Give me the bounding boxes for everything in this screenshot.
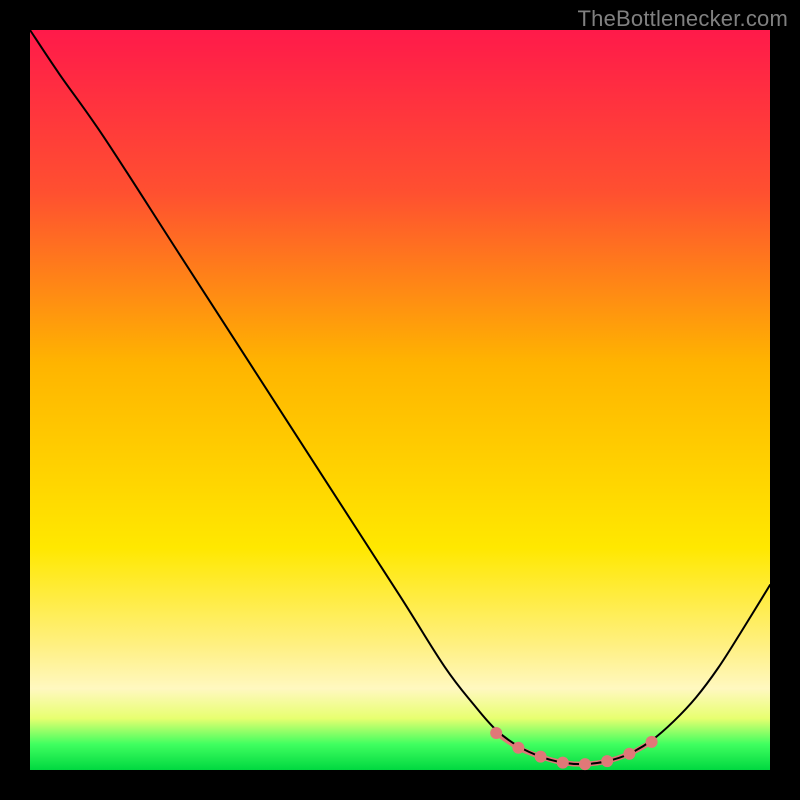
optimal-marker bbox=[623, 748, 635, 760]
optimal-marker bbox=[579, 758, 591, 770]
optimal-marker bbox=[490, 727, 502, 739]
frame-border bbox=[770, 0, 800, 800]
gradient-background bbox=[30, 30, 770, 770]
optimal-marker bbox=[557, 757, 569, 769]
optimal-marker bbox=[601, 755, 613, 767]
frame-border bbox=[0, 770, 800, 800]
chart-svg bbox=[0, 0, 800, 800]
optimal-marker bbox=[535, 751, 547, 763]
optimal-marker bbox=[512, 742, 524, 754]
watermark-text: TheBottlenecker.com bbox=[578, 6, 788, 32]
frame-border bbox=[0, 0, 30, 800]
chart-container: TheBottlenecker.com bbox=[0, 0, 800, 800]
optimal-marker bbox=[646, 736, 658, 748]
